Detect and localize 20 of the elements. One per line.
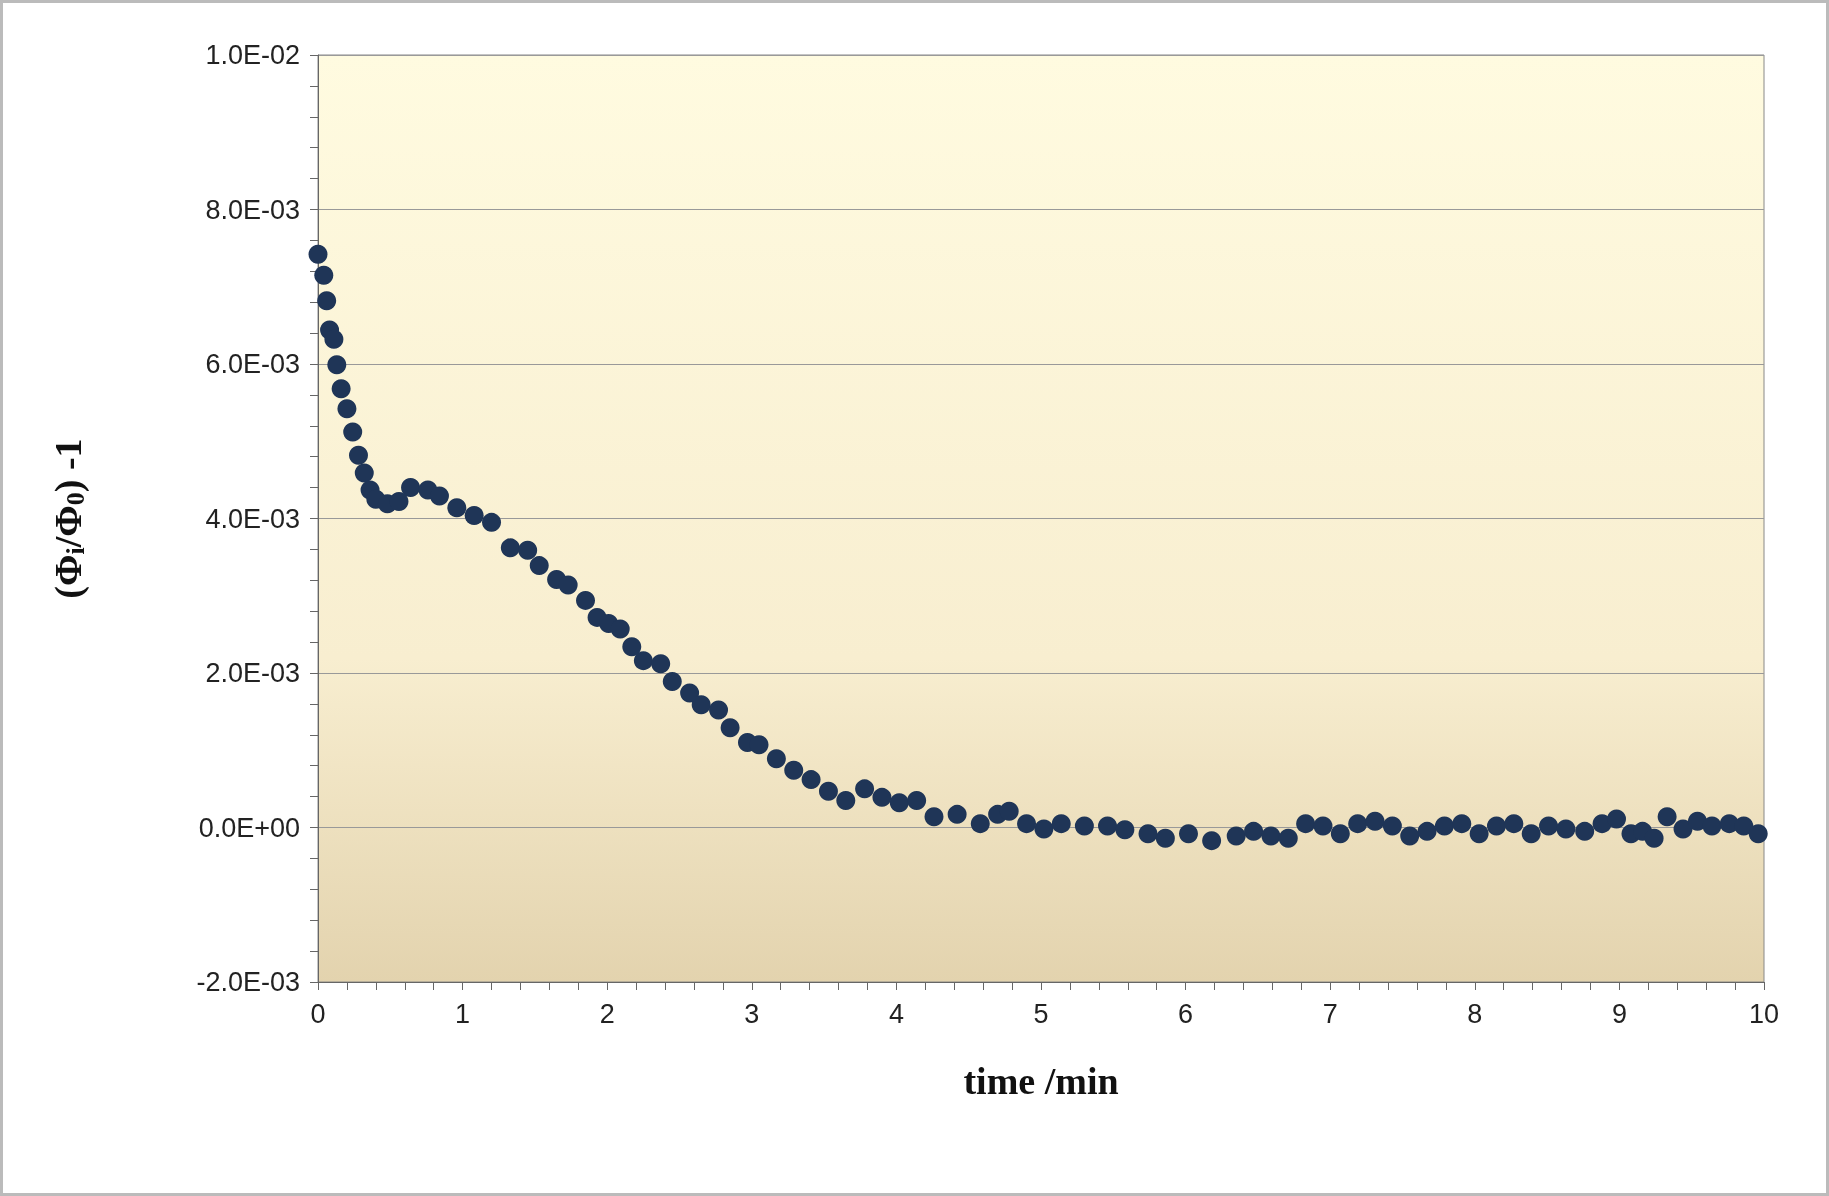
y-tick-label: -2.0E-03	[196, 967, 300, 997]
x-tick-label: 10	[1748, 998, 1780, 1029]
x-tick-label: 8	[1467, 998, 1483, 1029]
x-tick-label: 2	[599, 998, 615, 1029]
x-tick-label: 6	[1178, 998, 1194, 1029]
x-tick-label: 7	[1322, 998, 1338, 1029]
y-tick-label: 1.0E-02	[205, 40, 300, 70]
x-tick-label: 4	[888, 998, 904, 1029]
y-axis-title: (Φi/Φ0) -1	[47, 438, 90, 599]
y-tick-label: 8.0E-03	[205, 194, 300, 225]
x-axis-title: time /min	[963, 1060, 1119, 1102]
y-tick-label: 6.0E-03	[205, 349, 300, 379]
y-tick-label: 2.0E-03	[205, 658, 300, 688]
y-tick-label: 0.0E+00	[198, 812, 300, 843]
x-tick-label: 3	[744, 998, 760, 1029]
x-tick-label: 5	[1033, 998, 1049, 1029]
x-tick-label: 0	[310, 998, 326, 1029]
x-tick-label: 1	[455, 998, 471, 1029]
y-tick-label: 4.0E-03	[205, 503, 300, 534]
x-tick-label: 9	[1611, 998, 1627, 1029]
